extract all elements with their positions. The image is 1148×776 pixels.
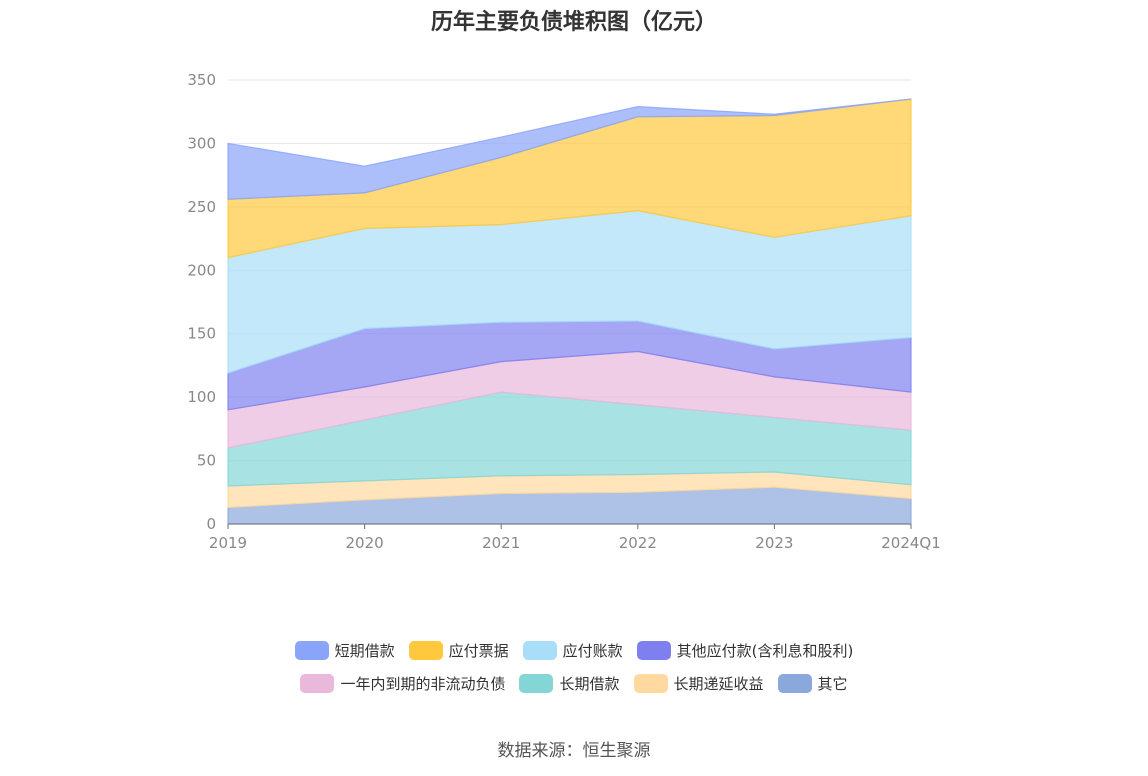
legend-item-short-term-loans[interactable]: 短期借款: [294, 640, 395, 661]
legend-label: 应付票据: [448, 642, 509, 660]
legend-row-1: 短期借款 应付票据 应付账款 其他应付款(含利息和股利): [0, 640, 1148, 661]
x-tick-label: 2024Q1: [881, 534, 941, 552]
legend-item-notes-payable[interactable]: 应付票据: [408, 640, 509, 661]
legend-label: 长期递延收益: [673, 675, 764, 693]
legend-item-accounts-payable[interactable]: 应付账款: [522, 640, 623, 661]
x-tick-label: 2019: [209, 534, 247, 552]
legend-label: 短期借款: [334, 642, 395, 660]
axis-layer: 0 50 100 150 200 250 300 350 2019 2020 2021 2022 202…: [187, 71, 940, 552]
legend-swatch: [294, 641, 329, 660]
legend-row-2: 一年内到期的非流动负债 长期借款 长期递延收益 其它: [0, 673, 1148, 694]
x-tick-label: 2020: [346, 534, 384, 552]
y-tick-label: 150: [187, 325, 216, 343]
legend-item-current-noncurrent-liabilities[interactable]: 一年内到期的非流动负债: [300, 673, 505, 694]
x-tick-label: 2023: [755, 534, 793, 552]
legend-item-deferred-income[interactable]: 长期递延收益: [633, 673, 764, 694]
legend-label: 长期借款: [559, 675, 620, 693]
y-tick-label: 100: [187, 388, 216, 406]
legend-swatch: [519, 674, 554, 693]
y-tick-label: 200: [187, 261, 216, 279]
legend-swatch: [300, 674, 335, 693]
legend-label: 一年内到期的非流动负债: [340, 675, 506, 693]
y-tick-label: 350: [187, 71, 216, 89]
area-series-短期借款[interactable]: [227, 98, 912, 200]
x-tick-label: 2021: [482, 534, 520, 552]
legend-label: 其它: [817, 675, 848, 693]
legend-swatch: [633, 674, 668, 693]
y-tick-label: 50: [197, 452, 216, 470]
legend-swatch: [522, 641, 557, 660]
legend-item-other[interactable]: 其它: [777, 673, 848, 694]
y-tick-label: 300: [187, 134, 216, 152]
legend-item-long-term-loans[interactable]: 长期借款: [519, 673, 620, 694]
legend-label: 其他应付款(含利息和股利): [676, 642, 854, 660]
stacked-area-chart: 0 50 100 150 200 250 300 350 2019 2020 2021 2022 202…: [187, 71, 940, 552]
x-tick-label: 2022: [619, 534, 657, 552]
y-tick-label: 0: [206, 515, 216, 533]
legend-swatch: [636, 641, 671, 660]
legend-swatch: [777, 674, 812, 693]
legend-label: 应付账款: [562, 642, 623, 660]
y-tick-label: 250: [187, 198, 216, 216]
legend-swatch: [408, 641, 443, 660]
data-source-note: 数据来源：恒生聚源: [497, 741, 651, 761]
legend-item-other-payables[interactable]: 其他应付款(含利息和股利): [636, 640, 854, 661]
area-layer: [227, 98, 912, 525]
chart-title: 历年主要负债堆积图（亿元）: [430, 10, 717, 35]
